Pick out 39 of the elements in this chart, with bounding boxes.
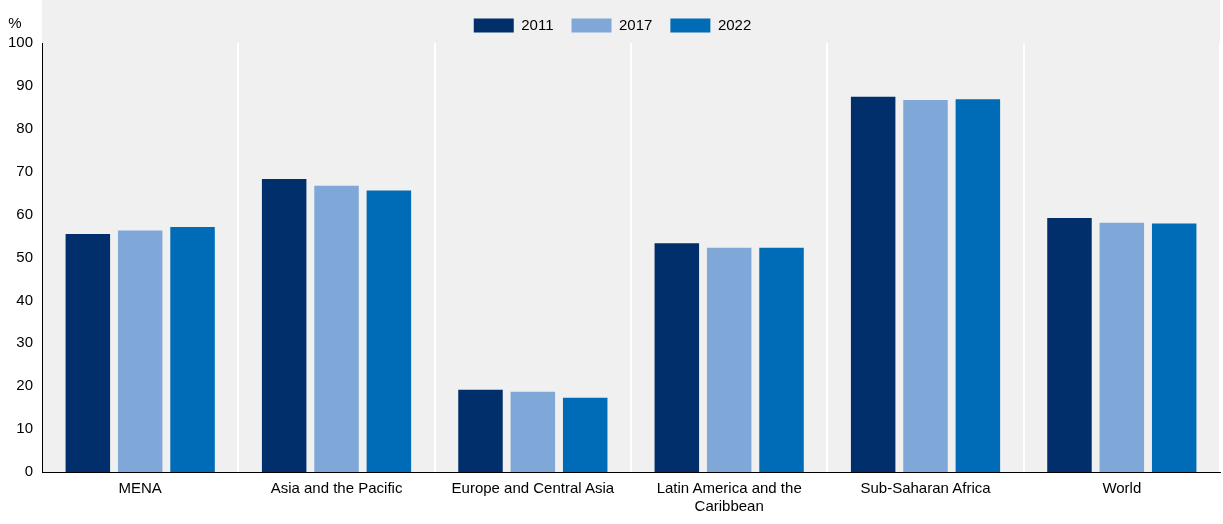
y-tick-label: 50 bbox=[16, 247, 34, 265]
bar bbox=[706, 247, 752, 472]
legend-label: 2017 bbox=[619, 15, 653, 33]
y-tick-label: 70 bbox=[16, 161, 34, 179]
bar bbox=[955, 99, 1001, 472]
bar bbox=[510, 391, 556, 472]
x-tick-label: Asia and the Pacific bbox=[270, 479, 403, 497]
y-tick-label: 10 bbox=[16, 419, 34, 437]
y-tick-label: 100 bbox=[8, 33, 34, 51]
bar bbox=[850, 96, 896, 472]
y-axis-title: % bbox=[8, 13, 22, 31]
bar bbox=[562, 397, 608, 472]
bar bbox=[759, 247, 804, 472]
x-tick-label: Sub-Saharan Africa bbox=[860, 479, 992, 497]
y-tick-label: 90 bbox=[16, 76, 34, 94]
y-tick-label: 0 bbox=[24, 462, 34, 480]
x-tick-label: Latin America and the Caribbean bbox=[656, 479, 802, 515]
bar bbox=[654, 243, 700, 472]
bar bbox=[261, 178, 307, 472]
x-tick-label: World bbox=[1102, 479, 1142, 497]
y-tick-label: 60 bbox=[16, 204, 34, 222]
bar bbox=[1151, 223, 1197, 472]
y-tick-label: 30 bbox=[16, 333, 34, 351]
bar bbox=[366, 190, 412, 472]
y-tick-label: 40 bbox=[16, 290, 34, 308]
x-tick-label: MENA bbox=[118, 479, 162, 497]
bar bbox=[458, 389, 503, 472]
y-tick-label: 80 bbox=[16, 118, 34, 136]
bar bbox=[117, 230, 163, 472]
bar bbox=[903, 100, 948, 472]
legend-label: 2022 bbox=[717, 15, 752, 33]
bar bbox=[65, 233, 111, 472]
legend-label: 2011 bbox=[521, 15, 554, 33]
x-tick-label: Europe and Central Asia bbox=[451, 479, 615, 497]
bar bbox=[1099, 222, 1145, 472]
bar bbox=[1047, 218, 1092, 472]
bar bbox=[170, 227, 215, 472]
bar bbox=[314, 185, 359, 472]
y-tick-label: 20 bbox=[16, 376, 34, 394]
